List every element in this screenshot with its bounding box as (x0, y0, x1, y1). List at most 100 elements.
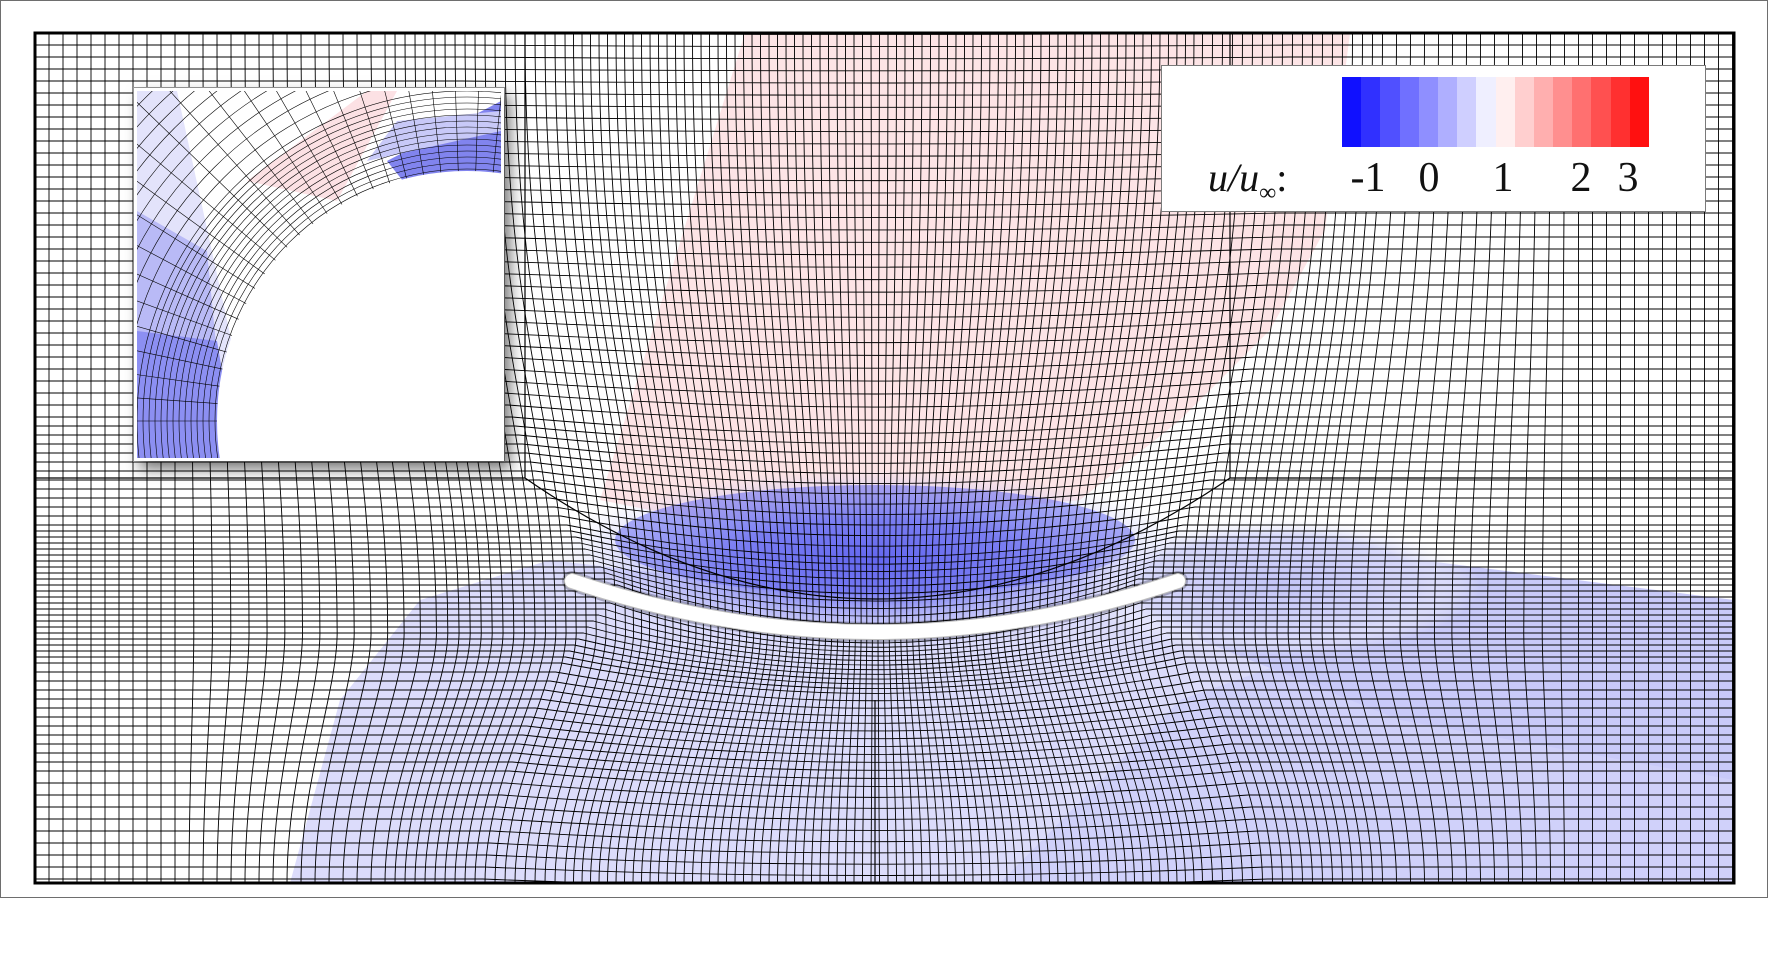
mesh-line (615, 33, 674, 633)
mesh-line (877, 33, 880, 633)
mesh-line (35, 404, 1734, 421)
mesh-line (35, 542, 1734, 580)
mesh-line (544, 631, 607, 883)
mesh-line (943, 33, 974, 633)
inset-mesh-line (333, 91, 374, 190)
mesh-line (356, 631, 405, 883)
mesh-line (300, 631, 338, 883)
mesh-line (955, 33, 991, 633)
mesh-line (1170, 631, 1233, 883)
mesh-line (1017, 33, 1067, 633)
mesh-line (900, 33, 914, 633)
mesh-line (35, 560, 1734, 602)
mesh-line (894, 33, 906, 633)
inset-mesh-line (169, 91, 300, 236)
mesh-line (504, 33, 567, 633)
mesh-line (35, 638, 1734, 675)
mesh-line (1382, 631, 1425, 883)
mesh-line (35, 632, 1734, 671)
mesh-line (244, 631, 268, 883)
colorbar-legend: u/u∞: -1 0 1 2 3 (1161, 65, 1706, 212)
colorbar-level (1610, 77, 1630, 147)
mesh-line (454, 631, 515, 883)
mesh-line (35, 656, 1734, 690)
mesh-line (370, 631, 421, 883)
mesh-line (35, 602, 1734, 648)
mesh-line (666, 33, 719, 633)
mesh-line (1100, 631, 1161, 883)
mesh-line (1191, 631, 1253, 883)
colorbar-level (1380, 77, 1400, 147)
mesh-line (624, 631, 682, 883)
mesh-line (35, 479, 1734, 505)
mesh-line (883, 33, 889, 633)
mesh-line (1092, 631, 1152, 883)
mesh-line (666, 631, 719, 883)
mesh-line (554, 631, 617, 883)
mesh-line (35, 614, 1734, 657)
colorbar-level (1514, 77, 1534, 147)
inset-mesh-line (137, 180, 265, 275)
inset-body-edge (217, 171, 501, 458)
mesh-grid (35, 33, 1734, 883)
mesh-line (996, 631, 1042, 883)
colorbar-variable-label: u/u∞: (1208, 155, 1288, 206)
mesh-line (524, 33, 587, 633)
mesh-line (1069, 631, 1127, 883)
mesh-line (924, 631, 948, 883)
mesh-line (35, 452, 1734, 474)
mesh-line (1039, 631, 1093, 883)
mesh-line (35, 477, 1734, 600)
mesh-line (675, 33, 726, 633)
mesh-line (819, 33, 839, 633)
mesh-line (785, 631, 814, 883)
mesh-line (760, 33, 795, 633)
colorbar-tick-label: 0 (1418, 155, 1440, 201)
mesh-line (930, 33, 957, 633)
mesh-line (35, 425, 1734, 444)
colorbar-level (1361, 77, 1381, 147)
mesh-line (35, 566, 1734, 610)
mesh-line (35, 368, 1734, 382)
mesh-line (709, 33, 755, 633)
colorbar-level (1495, 77, 1515, 147)
mesh-line (930, 631, 957, 883)
inset-mesh-line (244, 91, 328, 214)
mesh-line (35, 443, 1734, 464)
mesh-line (514, 33, 577, 633)
mesh-line (726, 33, 768, 633)
inset-mesh-line (137, 245, 247, 304)
inset-mesh-line (137, 214, 256, 289)
mesh-line (777, 33, 808, 633)
mesh-line (534, 33, 597, 633)
mesh-line (1211, 631, 1273, 883)
mesh-line (434, 631, 493, 883)
mesh-line (1024, 631, 1076, 883)
mesh-line (414, 631, 471, 883)
mesh-line (35, 506, 1734, 537)
mesh-line (514, 631, 577, 883)
mesh-line (607, 33, 666, 633)
mesh-line (1298, 631, 1353, 883)
colorbar-level (1553, 77, 1573, 147)
mesh-line (35, 572, 1734, 617)
mesh-line (35, 344, 1734, 356)
mesh-line (751, 33, 788, 633)
mesh-line (811, 631, 833, 883)
colorbar-tick-label: 2 (1570, 155, 1592, 201)
mesh-line (1505, 631, 1523, 883)
mesh-line (836, 33, 851, 633)
mesh-line (969, 631, 1008, 883)
mesh-line (811, 33, 833, 633)
mesh-line (35, 515, 1734, 547)
colorbar-tick-label: 1 (1492, 155, 1514, 201)
mesh-line (35, 461, 1734, 484)
mesh-line (1054, 33, 1110, 633)
mesh-line (862, 33, 868, 633)
inset-mesh-line (384, 91, 407, 179)
mesh-line (35, 380, 1734, 395)
mesh-line (924, 33, 948, 633)
mesh-line (785, 33, 814, 633)
colorbar-level (1399, 77, 1419, 147)
mesh-line (598, 631, 658, 883)
